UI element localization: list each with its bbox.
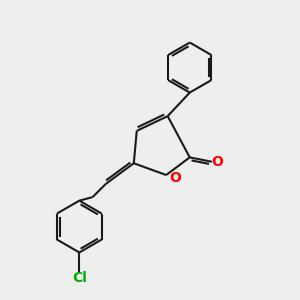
Text: Cl: Cl bbox=[72, 271, 87, 285]
Text: O: O bbox=[169, 171, 181, 185]
Text: O: O bbox=[211, 155, 223, 169]
